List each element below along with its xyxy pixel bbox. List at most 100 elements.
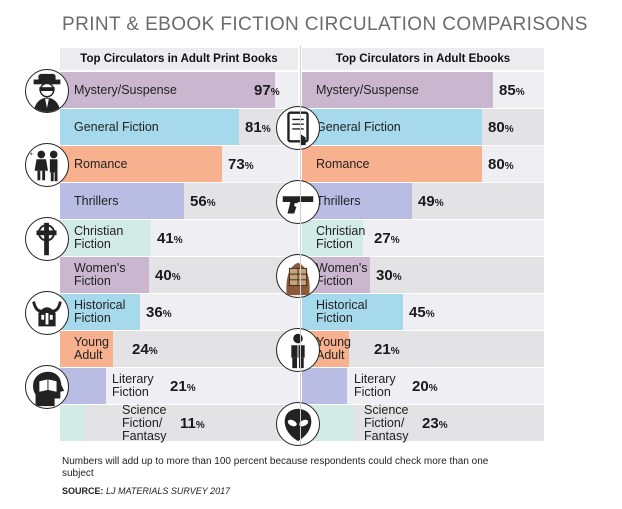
category-label: Thrillers xyxy=(316,194,360,208)
ebook-bar xyxy=(302,220,363,256)
category-label: Mystery/Suspense xyxy=(316,82,419,97)
category-label-line: Fantasy xyxy=(364,428,409,443)
value-unit: % xyxy=(261,124,271,135)
value-unit: % xyxy=(438,420,448,431)
print-bar xyxy=(60,405,84,441)
category-label-line: Romance xyxy=(316,156,370,171)
category-label: Women's Fiction xyxy=(316,262,367,288)
category-label: Romance xyxy=(316,156,370,171)
category-label: Historical Fiction xyxy=(316,299,367,325)
value-number: 56 xyxy=(190,193,207,210)
category-label-line: Young xyxy=(316,335,351,349)
category-label-line: Thrillers xyxy=(74,193,119,208)
value-number: 80 xyxy=(488,156,505,173)
value-unit: % xyxy=(270,87,280,98)
print-bar xyxy=(60,72,275,108)
viking-helmet-icon xyxy=(25,290,69,335)
value-label: 20% xyxy=(412,378,438,395)
value-number: 36 xyxy=(146,304,163,321)
category-label: Mystery/Suspense xyxy=(74,83,177,97)
value-unit: % xyxy=(434,198,444,209)
value-unit: % xyxy=(390,235,400,246)
category-label-line: Literary xyxy=(112,372,154,386)
value-label: 45% xyxy=(409,304,435,321)
category-label-line: Science xyxy=(122,402,167,417)
category-label-line: Fiction/ xyxy=(364,415,405,430)
value-label: 11% xyxy=(180,415,205,432)
category-label: Literary Fiction xyxy=(112,373,154,399)
value-label: 85% xyxy=(499,82,525,99)
value-unit: % xyxy=(206,198,216,209)
chart-title: PRINT & EBOOK FICTION CIRCULATION COMPAR… xyxy=(62,14,588,35)
ebook-bar xyxy=(302,294,403,330)
category-label-line: Historical xyxy=(74,298,126,312)
print-bar xyxy=(60,331,113,367)
ebook-bar xyxy=(302,368,347,404)
source-line: SOURCE: LJ MATERIALS SURVEY 2017 xyxy=(62,486,230,496)
category-label-line: Mystery/Suspense xyxy=(316,82,419,97)
category-label: Christian Fiction xyxy=(74,225,123,251)
value-label: 97% xyxy=(254,82,280,99)
category-label-line: Historical xyxy=(316,298,368,312)
category-label-line: Fiction xyxy=(354,385,391,399)
value-unit: % xyxy=(390,346,400,357)
value-number: 21 xyxy=(170,378,187,395)
category-label: Romance xyxy=(74,157,128,171)
category-label-line: Christian xyxy=(316,224,366,238)
value-number: 27 xyxy=(374,230,391,247)
print-bar xyxy=(60,109,239,145)
value-label: 49% xyxy=(418,193,444,210)
category-label: Young Adult xyxy=(316,336,351,362)
category-label-line: Women's xyxy=(316,261,368,275)
value-unit: % xyxy=(244,161,254,172)
print-bar xyxy=(60,183,184,219)
category-label: Science Fiction/Fantasy xyxy=(122,402,167,443)
value-number: 30 xyxy=(376,267,393,284)
value-unit: % xyxy=(148,346,158,357)
value-label: 27% xyxy=(374,230,400,247)
ebook-bar xyxy=(302,183,412,219)
print-bar xyxy=(60,294,140,330)
category-label-line: Fiction/ xyxy=(122,415,163,430)
value-number: 21 xyxy=(374,341,391,358)
value-unit: % xyxy=(425,309,435,320)
value-number: 45 xyxy=(409,304,426,321)
category-label-line: Young xyxy=(74,335,109,349)
ebook-panel-header: Top Circulators in Adult Ebooks xyxy=(302,48,544,70)
value-label: 80% xyxy=(488,119,514,136)
value-unit: % xyxy=(392,272,402,283)
category-label: General Fiction xyxy=(74,119,159,134)
category-label-line: General Fiction xyxy=(74,119,159,134)
ebook-bar xyxy=(302,146,482,182)
alien-icon xyxy=(276,401,320,446)
source-text: LJ MATERIALS SURVEY 2017 xyxy=(106,486,231,496)
value-label: 56% xyxy=(190,193,216,210)
category-label-line: Fiction xyxy=(316,237,353,251)
category-label-line: Fantasy xyxy=(122,428,167,443)
category-label-line: Adult xyxy=(74,348,103,362)
category-label-line: Fiction xyxy=(74,274,111,288)
value-unit: % xyxy=(171,272,181,283)
ebook-bar xyxy=(302,72,493,108)
value-label: 40% xyxy=(155,267,181,284)
value-number: 40 xyxy=(155,267,172,284)
head-book-icon xyxy=(25,364,69,409)
category-label-line: Christian xyxy=(74,224,124,238)
value-number: 20 xyxy=(412,378,429,395)
category-label-line: Science xyxy=(364,402,409,417)
value-label: 81% xyxy=(245,119,271,136)
couple-icon: * xyxy=(25,142,69,187)
ebook-reader-icon xyxy=(276,105,320,150)
value-label: 24% xyxy=(132,341,158,358)
value-number: 11 xyxy=(180,415,196,432)
svg-text:*: * xyxy=(30,150,33,159)
category-label: Thrillers xyxy=(74,193,119,208)
category-label-line: Fiction xyxy=(74,237,111,251)
value-number: 23 xyxy=(422,415,439,432)
value-unit: % xyxy=(186,383,196,394)
category-label-line: Fiction xyxy=(316,274,353,288)
value-number: 73 xyxy=(228,156,245,173)
value-unit: % xyxy=(173,235,183,246)
value-label: 21% xyxy=(170,378,196,395)
category-label-line: Literary xyxy=(354,372,396,386)
